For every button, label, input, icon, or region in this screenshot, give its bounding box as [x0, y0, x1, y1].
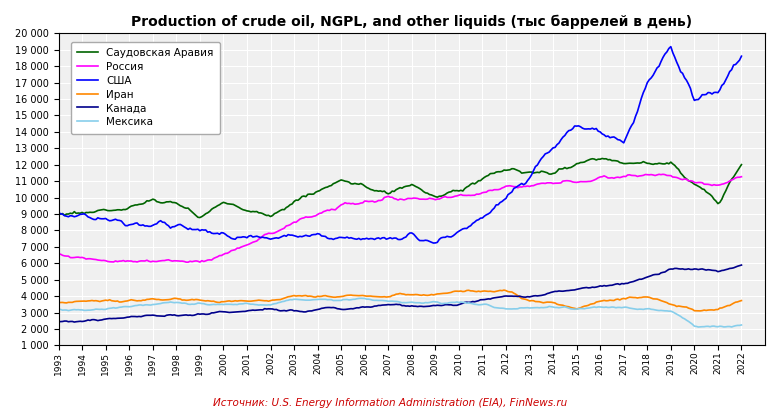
Канада [737, 263, 746, 268]
Line: Россия: Россия [58, 174, 742, 262]
Саудовская Аравия [488, 171, 497, 176]
Саудовская Аравия [468, 181, 477, 186]
Саудовская Аравия [562, 166, 572, 171]
Канада [623, 281, 633, 286]
Канада [468, 299, 477, 304]
Канада [488, 296, 497, 301]
Иран [499, 288, 509, 293]
Россия [54, 252, 63, 257]
Иран [448, 289, 458, 294]
Мексика [562, 305, 572, 310]
Line: Саудовская Аравия: Саудовская Аравия [58, 158, 742, 217]
Мексика [54, 307, 63, 312]
США [623, 131, 633, 136]
Саудовская Аравия [54, 211, 63, 216]
Иран [466, 288, 475, 293]
Канада [353, 305, 362, 310]
Иран [623, 295, 633, 300]
Мексика [450, 300, 459, 305]
Иран [486, 289, 495, 294]
Line: США: США [58, 47, 742, 243]
США [350, 237, 360, 242]
Канада [69, 319, 79, 324]
Россия [623, 173, 633, 177]
Legend: Саудовская Аравия, Россия, США, Иран, Канада, Мексика: Саудовская Аравия, Россия, США, Иран, Ка… [71, 42, 220, 134]
США [54, 210, 63, 215]
Мексика [693, 324, 703, 329]
Мексика [488, 304, 497, 309]
Канада [54, 319, 63, 324]
Иран [696, 308, 705, 313]
Россия [183, 260, 193, 265]
Иран [562, 304, 572, 309]
Россия [488, 188, 497, 193]
Канада [562, 288, 572, 293]
Россия [658, 172, 668, 177]
Иран [54, 300, 63, 305]
Title: Production of crude oil, NGPL, and other liquids (тыс баррелей в день): Production of crude oil, NGPL, and other… [131, 15, 693, 29]
США [429, 241, 438, 246]
Россия [562, 178, 572, 183]
США [450, 232, 459, 237]
Line: Канада: Канада [58, 265, 742, 322]
США [562, 130, 572, 135]
Канада [450, 303, 459, 308]
Россия [450, 194, 459, 199]
Россия [737, 174, 746, 179]
Россия [353, 202, 362, 206]
Иран [350, 293, 360, 298]
Line: Иран: Иран [58, 290, 742, 311]
Text: Источник: U.S. Energy Information Administration (EIA), FinNews.ru: Источник: U.S. Energy Information Admini… [213, 398, 567, 408]
Саудовская Аравия [597, 156, 607, 161]
Мексика [356, 296, 366, 301]
Line: Мексика: Мексика [58, 298, 742, 327]
Россия [468, 193, 477, 198]
Мексика [350, 297, 360, 302]
США [666, 44, 675, 49]
Мексика [468, 301, 477, 306]
США [468, 221, 477, 226]
Саудовская Аравия [353, 182, 362, 186]
Саудовская Аравия [195, 215, 204, 220]
Саудовская Аравия [737, 162, 746, 167]
США [737, 54, 746, 59]
Иран [737, 298, 746, 303]
США [488, 208, 497, 213]
Мексика [623, 305, 633, 310]
Мексика [737, 323, 746, 328]
Саудовская Аравия [625, 161, 634, 166]
Саудовская Аравия [450, 188, 459, 193]
